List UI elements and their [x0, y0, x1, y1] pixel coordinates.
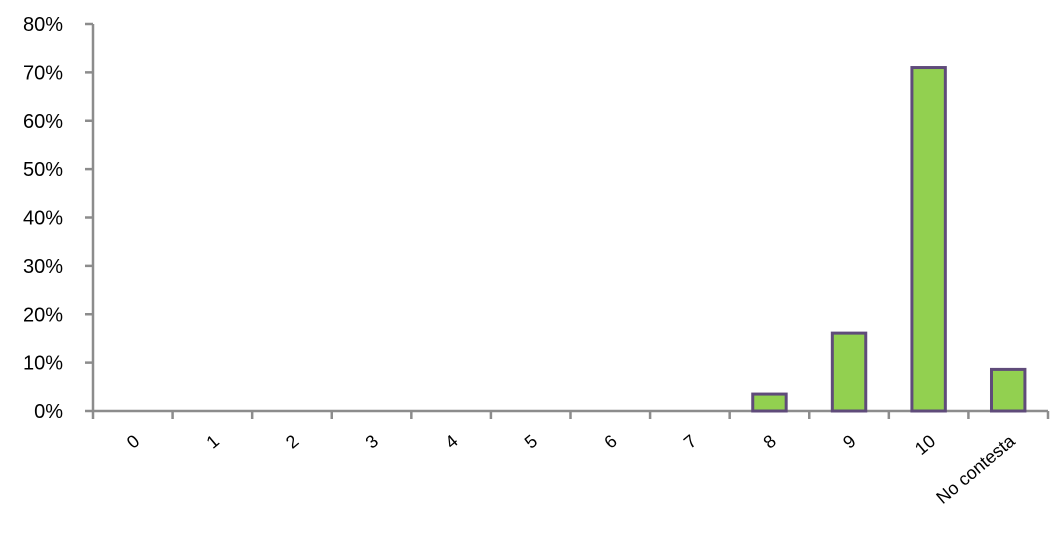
y-tick-label: 50%: [23, 159, 63, 181]
x-tick-label: 3: [362, 431, 383, 453]
y-tick-label: 20%: [23, 304, 63, 326]
y-axis: 0% 10% 20% 30% 40% 50% 60% 70% 80%: [23, 14, 95, 423]
x-tick-label: 9: [839, 431, 860, 453]
bar: [751, 392, 788, 413]
y-tick-label: 10%: [23, 353, 63, 375]
x-tick-label: No contesta: [932, 430, 1019, 508]
x-tick-label: 0: [123, 431, 144, 453]
x-tick-label: 1: [202, 431, 223, 453]
y-tick-label: 60%: [23, 111, 63, 133]
y-tick-label: 0%: [34, 401, 63, 423]
bar: [989, 367, 1027, 413]
x-tick-label: 5: [521, 431, 542, 453]
y-tick-label: 80%: [23, 14, 63, 36]
bar: [830, 331, 868, 413]
x-tick-label: 8: [760, 431, 781, 453]
y-tick-label: 40%: [23, 208, 63, 230]
x-tick-label: 7: [680, 431, 701, 453]
x-tick-label: 6: [600, 431, 621, 453]
bars: [751, 66, 1027, 413]
x-tick-label: 4: [441, 431, 462, 453]
y-tick-label: 30%: [23, 256, 63, 278]
y-tick-label: 70%: [23, 62, 63, 84]
bar: [910, 66, 947, 413]
x-tick-label: 2: [282, 431, 303, 453]
x-tick-label: 10: [911, 431, 939, 459]
